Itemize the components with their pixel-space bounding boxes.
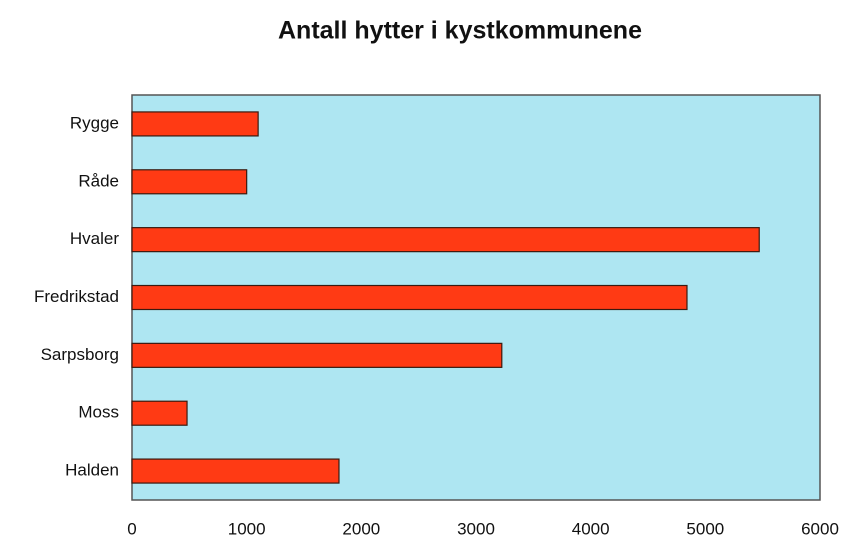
chart-title: Antall hytter i kystkommunene — [278, 17, 642, 45]
bar — [131, 111, 259, 137]
y-tick-label: Rygge — [70, 113, 119, 132]
bar — [131, 342, 503, 368]
x-tick-label: 1000 — [228, 519, 266, 538]
x-tick-label: 4000 — [572, 519, 610, 538]
x-tick-label: 6000 — [801, 519, 839, 538]
bar — [131, 227, 760, 253]
bar — [131, 169, 248, 195]
y-tick-label: Råde — [78, 171, 119, 190]
x-tick-label: 0 — [127, 519, 136, 538]
y-tick-label: Hvaler — [70, 229, 119, 248]
bar — [131, 284, 688, 311]
y-tick-label: Fredrikstad — [34, 287, 119, 306]
bar — [131, 458, 340, 484]
y-tick-label: Sarpsborg — [41, 345, 119, 364]
x-tick-label: 3000 — [457, 519, 495, 538]
y-tick-label: Moss — [78, 403, 119, 422]
x-tick-label: 2000 — [342, 519, 380, 538]
x-tick-label: 5000 — [686, 519, 724, 538]
bar — [131, 400, 188, 426]
y-tick-label: Halden — [65, 461, 119, 480]
